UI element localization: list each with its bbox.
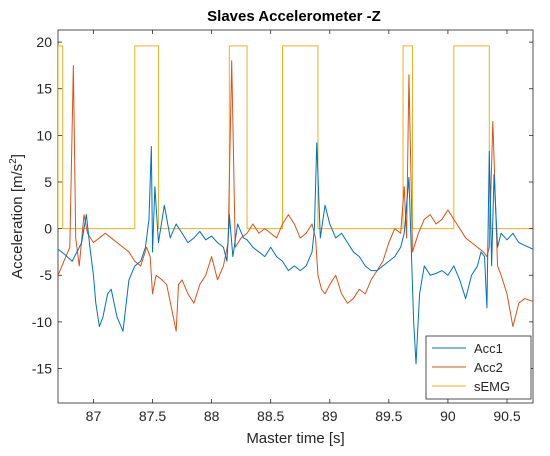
- x-tick-label: 90: [440, 408, 456, 424]
- series-layer: [58, 45, 533, 365]
- y-tick-label: 0: [44, 221, 52, 237]
- tick-layer: 87 87.5 88 88.5 89 89.5 90 90.5 -15 -10 -5 0 5 10 15 20: [32, 30, 533, 424]
- x-tick-label: 89.5: [375, 408, 402, 424]
- legend-label-acc2: Acc2: [474, 360, 503, 375]
- legend-label-acc1: Acc1: [474, 341, 503, 356]
- y-tick-label: -15: [32, 360, 52, 376]
- x-tick-label: 87.5: [139, 408, 166, 424]
- legend: Acc1 Acc2 sEMG: [425, 335, 532, 400]
- y-axis-label-superscript: 2: [8, 158, 19, 164]
- y-tick-label: 5: [44, 174, 52, 190]
- x-tick-label: 88: [204, 408, 220, 424]
- x-axis-label: Master time [s]: [246, 430, 344, 447]
- x-tick-label: 88.5: [257, 408, 284, 424]
- x-tick-label: 89: [322, 408, 338, 424]
- y-tick-label: -5: [40, 267, 53, 283]
- series-line-semg: [58, 45, 533, 230]
- chart-title: Slaves Accelerometer -Z: [207, 8, 381, 25]
- x-tick-label: 87: [86, 408, 102, 424]
- y-tick-label: 10: [36, 127, 52, 143]
- y-tick-label: 15: [36, 81, 52, 97]
- series-line-acc1: [58, 142, 533, 365]
- y-axis-label-main: Acceleration [m/s: [9, 164, 26, 279]
- y-axis-label-end: ]: [9, 154, 26, 158]
- x-tick-label: 90.5: [493, 408, 520, 424]
- y-axis-label: Acceleration [m/s2]: [8, 154, 26, 279]
- y-tick-label: -10: [32, 314, 52, 330]
- y-tick-label: 20: [36, 34, 52, 50]
- legend-label-semg: sEMG: [474, 379, 510, 394]
- series-line-acc2: [58, 60, 533, 332]
